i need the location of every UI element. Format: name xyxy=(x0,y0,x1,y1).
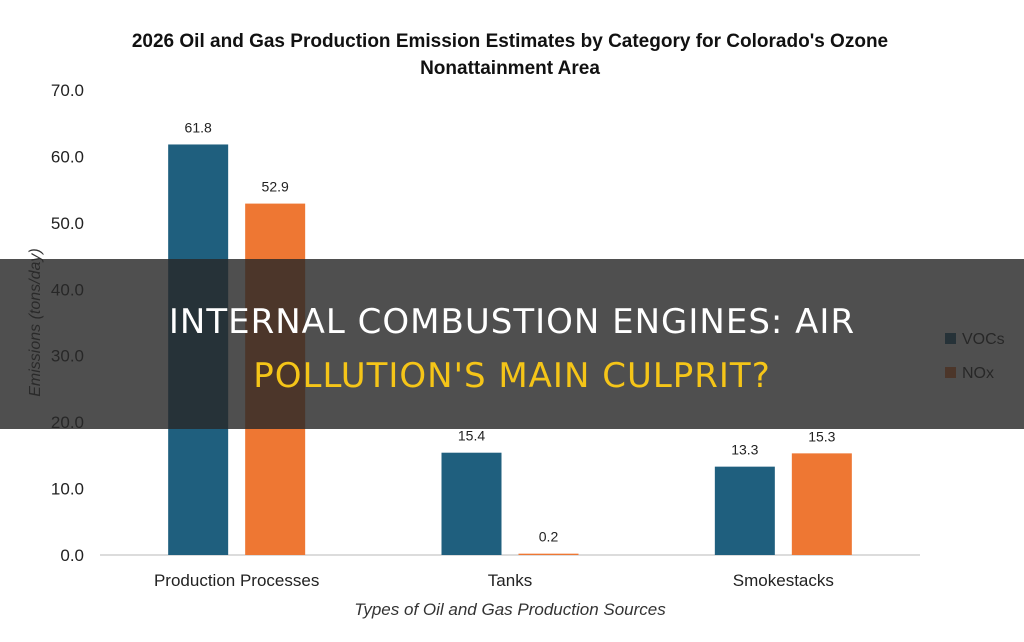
y-tick-label: 60.0 xyxy=(51,147,84,166)
bar-vocs-smokestacks xyxy=(714,466,775,555)
y-tick-label: 70.0 xyxy=(51,81,84,100)
y-tick-label: 10.0 xyxy=(51,480,84,499)
data-label: 13.3 xyxy=(731,442,758,458)
headline-line-2: Pollution's Main Culprit? xyxy=(253,356,771,396)
x-axis-label: Types of Oil and Gas Production Sources xyxy=(354,600,666,619)
headline-banner xyxy=(0,259,1024,429)
bar-nox-tanks xyxy=(518,553,579,555)
x-tick-label: Production Processes xyxy=(154,571,319,590)
x-tick-label: Smokestacks xyxy=(733,571,834,590)
headline-line-1: Internal Combustion Engines: Air xyxy=(168,302,856,342)
x-tick-label: Tanks xyxy=(488,571,532,590)
data-label: 15.4 xyxy=(458,428,485,444)
chart-title-line-2: Nonattainment Area xyxy=(420,58,600,79)
data-label: 61.8 xyxy=(185,119,212,135)
bar-vocs-tanks xyxy=(441,452,502,555)
y-tick-label: 0.0 xyxy=(60,546,84,565)
headline: Internal Combustion Engines: Air Polluti… xyxy=(0,295,1024,403)
data-label: 0.2 xyxy=(539,529,559,545)
chart-title-line-1: 2026 Oil and Gas Production Emission Est… xyxy=(132,31,888,52)
y-tick-label: 50.0 xyxy=(51,214,84,233)
bar-nox-smokestacks xyxy=(791,453,852,555)
data-label: 52.9 xyxy=(262,179,289,195)
data-label: 15.3 xyxy=(808,428,835,444)
